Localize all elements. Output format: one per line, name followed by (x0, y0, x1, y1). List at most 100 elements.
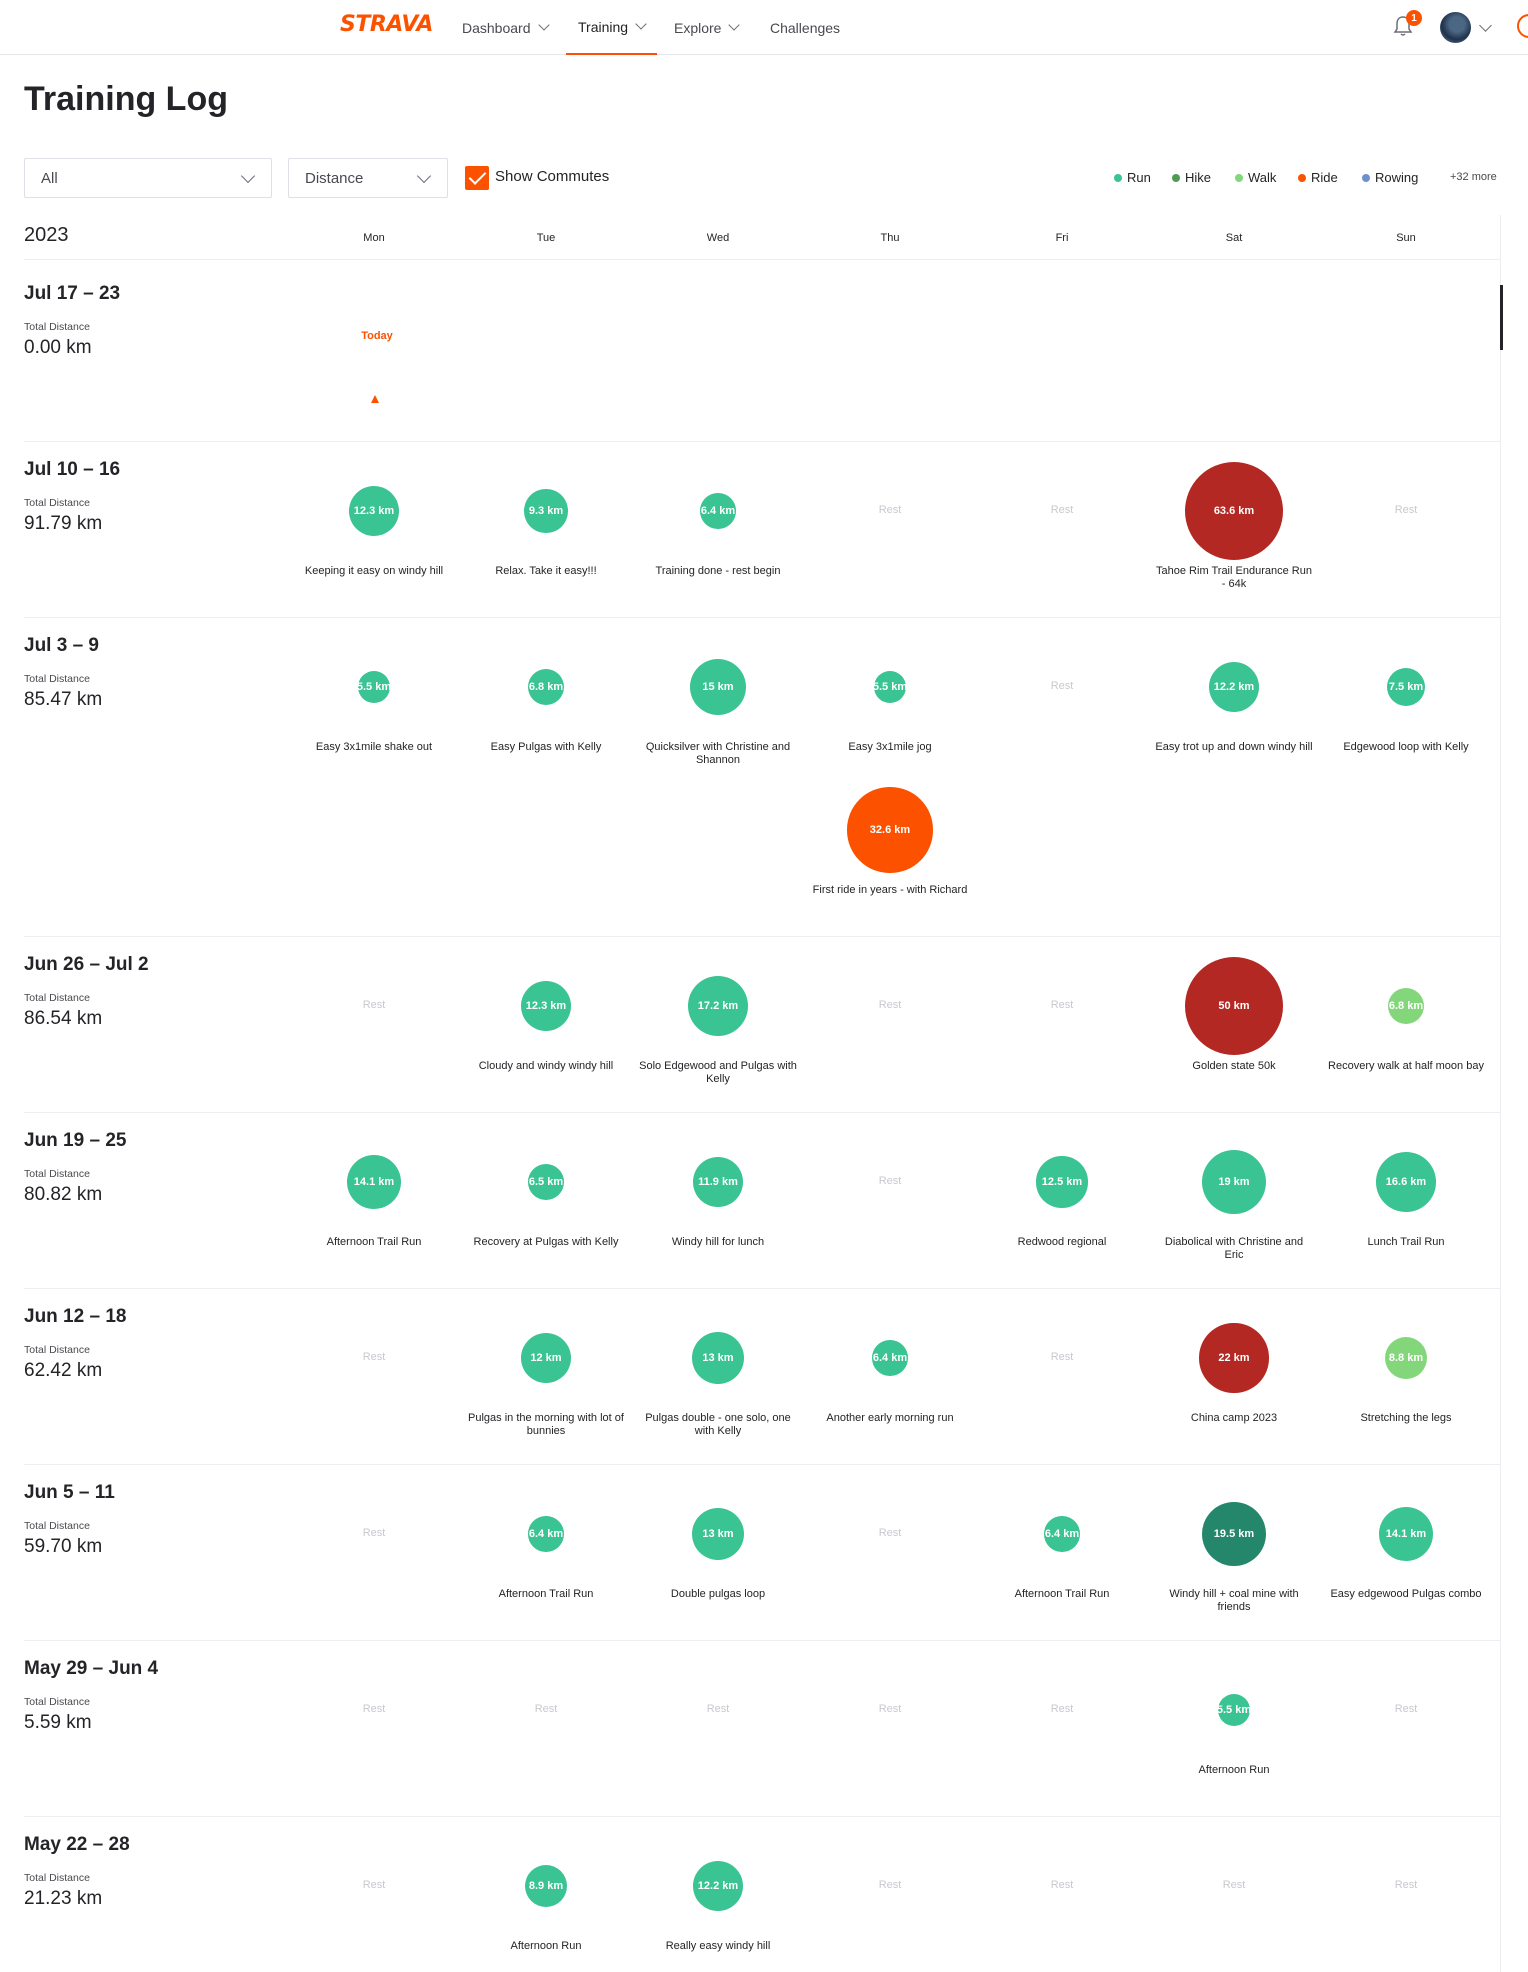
activity-bubble[interactable]: 50 km (1185, 957, 1283, 1055)
activity-bubble[interactable]: 19.5 km (1201, 1501, 1267, 1567)
legend-item-hike[interactable]: Hike (1172, 170, 1211, 185)
activity-title[interactable]: Afternoon Run (1198, 1764, 1270, 1776)
activity-bubble[interactable]: 12.2 km (1208, 661, 1260, 713)
rest-day-label: Rest (878, 1527, 902, 1539)
activity-title[interactable]: Windy hill for lunch (671, 1236, 765, 1248)
activity-title[interactable]: Easy trot up and down windy hill (1155, 741, 1313, 753)
activity-bubble[interactable]: 15 km (689, 658, 747, 716)
activity-bubble[interactable]: 6.8 km (527, 668, 565, 706)
sport-filter-select[interactable]: All (24, 158, 272, 198)
activity-bubble[interactable]: 19 km (1202, 1150, 1266, 1214)
nav-explore[interactable]: Explore (674, 0, 741, 55)
legend-item-walk[interactable]: Walk (1235, 170, 1276, 185)
activity-title[interactable]: First ride in years - with Richard (812, 884, 968, 896)
activity-bubble[interactable]: 12.3 km (520, 980, 572, 1032)
activity-title[interactable]: Afternoon Run (510, 1940, 582, 1952)
upload-icon[interactable] (1517, 14, 1528, 38)
nav-training[interactable]: Training (566, 0, 658, 55)
scrollbar-track[interactable] (1500, 215, 1501, 1972)
year-label: 2023 (24, 224, 69, 246)
activity-title[interactable]: Training done - rest begin (655, 565, 781, 577)
activity-bubble[interactable]: 13 km (691, 1331, 745, 1385)
activity-title[interactable]: Easy 3x1mile jog (848, 741, 932, 753)
activity-bubble[interactable]: 32.6 km (847, 787, 933, 873)
activity-title[interactable]: Really easy windy hill (665, 1940, 771, 1952)
activity-bubble[interactable]: 12.5 km (1036, 1156, 1088, 1208)
activity-bubble[interactable]: 16.6 km (1376, 1152, 1436, 1212)
legend-item-ride[interactable]: Ride (1298, 170, 1338, 185)
total-distance-label: Total Distance (24, 1520, 90, 1532)
activity-bubble[interactable]: 9.3 km (524, 489, 568, 533)
activity-title[interactable]: Afternoon Trail Run (326, 1236, 422, 1248)
activity-title[interactable]: Cloudy and windy windy hill (478, 1060, 614, 1072)
activity-bubble[interactable]: 6.8 km (1387, 987, 1425, 1025)
activity-bubble[interactable]: 12.3 km (348, 485, 400, 537)
activity-title[interactable]: Another early morning run (826, 1412, 954, 1424)
activity-title[interactable]: Recovery walk at half moon bay (1328, 1060, 1484, 1072)
activity-bubble[interactable]: 6.4 km (528, 1516, 564, 1552)
activity-title[interactable]: Windy hill + coal mine with friends (1169, 1588, 1299, 1613)
week-row: May 22 – 28 Total Distance 21.23 km Rest Res… (0, 1816, 1500, 1972)
nav-challenges[interactable]: Challenges (770, 0, 840, 55)
activity-title[interactable]: Tahoe Rim Trail Endurance Run - 64k (1156, 565, 1312, 590)
show-commutes-label[interactable]: Show Commutes (495, 168, 610, 185)
activity-title[interactable]: Pulgas double - one solo, one with Kelly (645, 1412, 791, 1437)
show-commutes-checkbox[interactable] (465, 166, 489, 190)
activity-bubble[interactable]: 12 km (520, 1332, 571, 1383)
activity-title[interactable]: Pulgas in the morning with lot of bunnie… (468, 1412, 624, 1437)
activity-title[interactable]: Afternoon Trail Run (1014, 1588, 1110, 1600)
activity-title[interactable]: Easy Pulgas with Kelly (490, 741, 602, 753)
activity-title[interactable]: Afternoon Trail Run (498, 1588, 594, 1600)
week-range: Jun 19 – 25 (24, 1130, 127, 1151)
legend-item-rowing[interactable]: Rowing (1362, 170, 1418, 185)
activity-title[interactable]: Recovery at Pulgas with Kelly (473, 1236, 619, 1248)
activity-bubble[interactable]: 5.5 km (357, 670, 391, 704)
scrollbar-thumb[interactable] (1500, 285, 1503, 350)
rest-day-label: Rest (1050, 1879, 1074, 1891)
activity-title[interactable]: Quicksilver with Christine and Shannon (645, 741, 791, 766)
activity-bubble[interactable]: 5.5 km (1217, 1693, 1251, 1727)
activity-bubble[interactable]: 22 km (1199, 1323, 1269, 1393)
activity-bubble[interactable]: 6.4 km (700, 493, 736, 529)
legend-label: Walk (1248, 170, 1277, 185)
activity-title[interactable]: Relax. Take it easy!!! (495, 565, 597, 577)
activity-bubble[interactable]: 6.4 km (1044, 1516, 1080, 1552)
page-title: Training Log (24, 80, 228, 118)
strava-logo[interactable]: STRAVA (340, 12, 433, 37)
activity-title[interactable]: Keeping it easy on windy hill (304, 565, 444, 577)
activity-bubble[interactable]: 8.8 km (1384, 1336, 1428, 1380)
activity-bubble[interactable]: 63.6 km (1185, 462, 1283, 560)
legend-more-link[interactable]: +32 more (1450, 171, 1497, 183)
activity-bubble[interactable]: 6.4 km (872, 1340, 908, 1376)
activity-title[interactable]: Edgewood loop with Kelly (1343, 741, 1469, 753)
nav-dashboard[interactable]: Dashboard (462, 0, 550, 55)
legend-item-run[interactable]: Run (1114, 170, 1151, 185)
activity-bubble[interactable]: 13 km (691, 1507, 745, 1561)
activity-title[interactable]: Easy 3x1mile shake out (315, 741, 433, 753)
today-marker-icon (371, 395, 379, 403)
activity-title[interactable]: Solo Edgewood and Pulgas with Kelly (639, 1060, 797, 1085)
nav-training-label: Training (578, 18, 629, 35)
activity-title[interactable]: Double pulgas loop (670, 1588, 766, 1600)
activity-title[interactable]: Easy edgewood Pulgas combo (1330, 1588, 1482, 1600)
chevron-down-icon[interactable] (1479, 19, 1492, 32)
activity-title[interactable]: Golden state 50k (1192, 1060, 1276, 1072)
total-distance-label: Total Distance (24, 321, 90, 333)
metric-filter-select[interactable]: Distance (288, 158, 448, 198)
activity-bubble[interactable]: 14.1 km (1378, 1506, 1434, 1562)
activity-bubble[interactable]: 14.1 km (346, 1154, 402, 1210)
activity-title[interactable]: Redwood regional (1017, 1236, 1107, 1248)
activity-title[interactable]: Diabolical with Christine and Eric (1164, 1236, 1304, 1261)
activity-title[interactable]: Stretching the legs (1360, 1412, 1452, 1424)
activity-bubble[interactable]: 8.9 km (524, 1864, 568, 1908)
activity-bubble[interactable]: 5.5 km (873, 670, 907, 704)
rest-day-label: Rest (878, 1879, 902, 1891)
activity-bubble[interactable]: 12.2 km (692, 1860, 744, 1912)
activity-bubble[interactable]: 11.9 km (693, 1157, 743, 1207)
activity-bubble[interactable]: 17.2 km (687, 975, 749, 1037)
activity-bubble[interactable]: 7.5 km (1386, 667, 1426, 707)
avatar[interactable] (1440, 12, 1471, 43)
activity-title[interactable]: Lunch Trail Run (1367, 1236, 1445, 1248)
activity-bubble[interactable]: 6.5 km (528, 1164, 564, 1200)
activity-title[interactable]: China camp 2023 (1190, 1412, 1278, 1424)
